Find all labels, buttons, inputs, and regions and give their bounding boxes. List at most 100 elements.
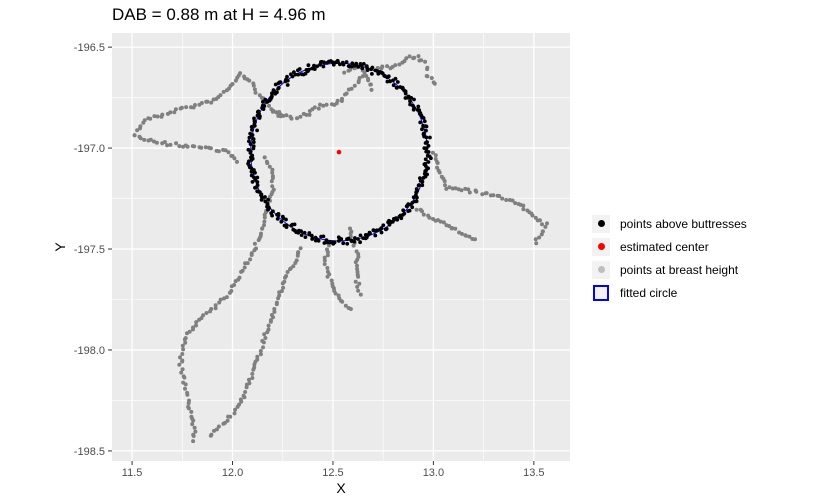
above-buttress-point: [285, 83, 290, 87]
breast-height-point: [267, 164, 272, 169]
above-buttress-point: [339, 237, 344, 241]
grey-dot-icon: [597, 266, 605, 273]
breast-height-point: [447, 185, 452, 190]
above-buttress-point: [424, 140, 429, 145]
breast-height-point: [375, 66, 380, 70]
breast-height-point: [307, 112, 312, 117]
above-buttress-point: [358, 62, 363, 66]
breast-height-point: [362, 70, 367, 75]
breast-height-point: [179, 370, 184, 375]
above-buttress-point: [346, 236, 351, 241]
above-buttress-point: [321, 64, 326, 69]
breast-height-point: [199, 145, 204, 150]
above-buttress-point: [310, 237, 315, 241]
breast-height-point: [322, 262, 327, 267]
above-buttress-point: [315, 64, 320, 69]
above-buttress-point: [421, 123, 425, 128]
legend-label-above: points above buttresses: [620, 216, 747, 231]
breast-height-point: [295, 253, 300, 258]
above-buttress-point: [414, 199, 419, 204]
breast-height-point: [437, 170, 442, 175]
above-buttress-point: [276, 86, 281, 91]
above-buttress-point: [426, 160, 431, 164]
legend-key-above: [592, 214, 610, 233]
breast-height-point: [325, 253, 330, 258]
above-buttress-point: [418, 176, 422, 181]
breast-height-point: [335, 98, 340, 103]
breast-height-point: [325, 274, 330, 279]
breast-height-point: [442, 179, 447, 184]
breast-height-point: [324, 102, 329, 107]
breast-height-point: [327, 243, 331, 248]
breast-height-point: [226, 414, 231, 419]
breast-height-point: [194, 323, 198, 328]
breast-height-point: [293, 261, 298, 265]
breast-height-point: [343, 303, 348, 308]
breast-height-point: [356, 274, 361, 279]
estimated-center-point: [336, 149, 342, 155]
breast-height-point: [427, 215, 432, 220]
breast-height-point: [298, 114, 303, 119]
above-buttress-point: [395, 80, 400, 84]
breast-height-point: [260, 226, 265, 231]
above-buttress-point: [255, 128, 259, 133]
above-buttress-point: [344, 60, 349, 64]
breast-height-point: [213, 303, 218, 308]
breast-height-point: [252, 87, 257, 92]
breast-height-point: [232, 411, 237, 416]
breast-height-point: [165, 143, 170, 148]
legend-item-circle: fitted circle: [592, 281, 747, 304]
breast-height-point: [265, 330, 270, 335]
breast-height-point: [404, 56, 409, 61]
breast-height-point: [258, 352, 263, 357]
breast-height-point: [280, 281, 285, 286]
above-buttress-point: [422, 146, 427, 151]
above-buttress-point: [270, 213, 274, 218]
breast-height-point: [540, 222, 544, 227]
breast-height-point: [491, 193, 496, 198]
breast-height-point: [443, 183, 447, 188]
breast-height-point: [504, 198, 509, 202]
breast-height-point: [270, 109, 275, 114]
breast-height-point: [344, 91, 349, 96]
red-dot-icon: [597, 243, 605, 250]
above-buttress-point: [395, 217, 400, 222]
breast-height-point: [232, 156, 237, 161]
black-dot-icon: [597, 220, 605, 227]
breast-height-point: [262, 215, 267, 220]
breast-height-point: [181, 347, 186, 352]
above-buttress-point: [402, 211, 407, 216]
above-buttress-point: [273, 82, 278, 87]
breast-height-point: [155, 114, 160, 119]
breast-height-point: [193, 103, 197, 107]
breast-height-point: [172, 110, 177, 115]
breast-height-point: [453, 186, 458, 191]
breast-height-point: [132, 133, 137, 138]
breast-height-point: [368, 82, 373, 87]
y-tick-label: -198.0: [74, 345, 105, 357]
breast-height-point: [281, 285, 286, 290]
above-buttress-point: [247, 139, 251, 144]
x-tick-label: 12.0: [222, 467, 243, 479]
above-buttress-point: [398, 85, 403, 89]
above-buttress-point: [420, 183, 425, 188]
above-buttress-point: [289, 72, 293, 77]
breast-height-point: [352, 83, 357, 88]
breast-height-point: [283, 275, 287, 280]
above-buttress-point: [408, 99, 412, 104]
breast-height-point: [353, 260, 358, 265]
breast-height-point: [250, 376, 255, 380]
above-buttress-points: [246, 58, 433, 246]
breast-height-point: [239, 269, 244, 274]
breast-height-point: [321, 103, 326, 108]
above-buttress-point: [251, 140, 256, 145]
breast-height-point: [407, 54, 412, 59]
above-buttress-point: [358, 233, 363, 238]
breast-height-point: [285, 270, 290, 274]
breast-height-point: [179, 105, 184, 110]
breast-height-point: [484, 191, 489, 196]
breast-height-point: [212, 428, 216, 433]
breast-height-point: [360, 74, 365, 79]
breast-height-point: [272, 309, 277, 314]
x-axis-label: X: [336, 480, 346, 496]
